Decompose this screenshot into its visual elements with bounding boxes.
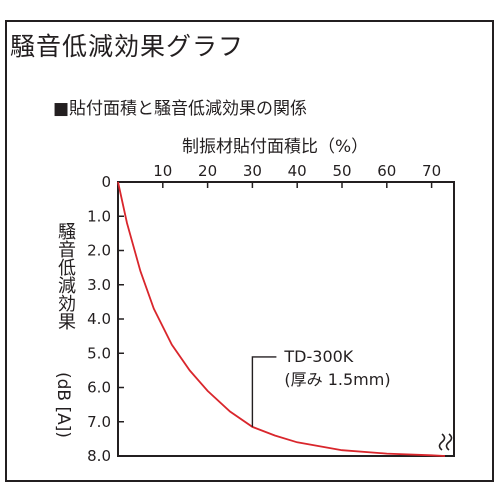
y-tick-label: 5.0	[87, 344, 111, 362]
x-tick-label: 10	[153, 162, 172, 180]
annotation-leader-line	[251, 356, 277, 427]
axis-break-icon	[438, 433, 453, 451]
y-ticks: 0 1.0 2.0 3.0 4.0 5.0 6.0 7.0 8.0	[87, 173, 124, 465]
y-axis-unit: (dB [A])	[53, 372, 73, 439]
x-tick-label: 30	[243, 162, 262, 180]
annotation: TD-300K (厚み 1.5mm)	[251, 347, 391, 427]
x-tick-label: 50	[332, 162, 351, 180]
series-line	[117, 181, 446, 457]
x-tick-label: 40	[288, 162, 307, 180]
x-axis-label: 制振材貼付面積比（%）	[182, 137, 369, 157]
annotation-series-name: TD-300K	[283, 347, 353, 366]
y-tick-label: 3.0	[87, 276, 111, 294]
annotation-thickness: (厚み 1.5mm)	[284, 370, 390, 389]
x-ticks: 10 20 30 40 50 60 70	[153, 162, 441, 188]
y-axis-label: 騒音低減効果	[55, 222, 76, 330]
x-tick-label: 20	[198, 162, 217, 180]
chart-frame	[5, 20, 494, 482]
y-tick-label: 2.0	[87, 242, 111, 260]
x-tick-label: 70	[422, 162, 441, 180]
y-tick-label: 6.0	[87, 379, 111, 397]
chart-title: 騒音低減効果グラフ	[10, 32, 245, 61]
y-tick-label: 0	[101, 173, 111, 191]
plot-area-border	[117, 181, 455, 457]
chart-subtitle: ■貼付面積と騒音低減効果の関係	[53, 99, 308, 119]
y-tick-label: 1.0	[87, 207, 111, 225]
y-tick-label: 8.0	[87, 447, 111, 465]
y-tick-label: 7.0	[87, 413, 111, 431]
x-tick-label: 60	[377, 162, 396, 180]
y-tick-label: 4.0	[87, 310, 111, 328]
